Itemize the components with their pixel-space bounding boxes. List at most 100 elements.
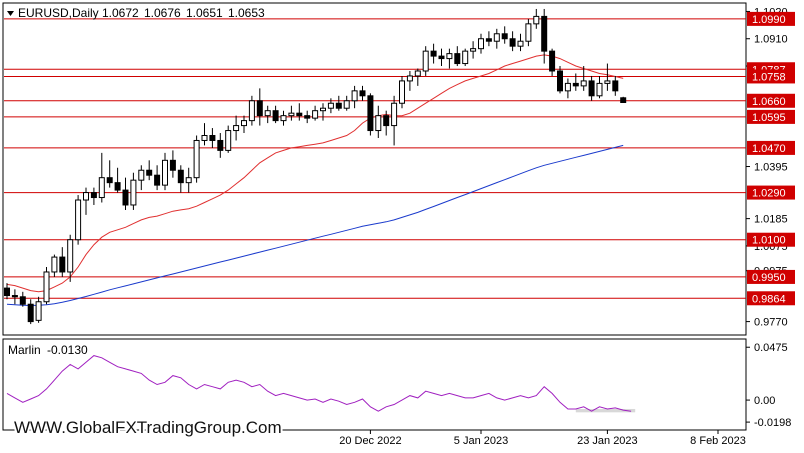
candle[interactable] bbox=[612, 75, 619, 96]
level-label: 1.0100 bbox=[752, 235, 786, 247]
candle[interactable] bbox=[517, 33, 524, 52]
candle[interactable] bbox=[359, 85, 366, 101]
candle[interactable] bbox=[67, 234, 74, 282]
candle-body-bear bbox=[59, 256, 66, 273]
candle[interactable] bbox=[446, 48, 453, 69]
candle[interactable] bbox=[27, 299, 34, 325]
candle[interactable] bbox=[114, 167, 121, 193]
candle-body-bull bbox=[414, 70, 421, 77]
candle[interactable] bbox=[256, 88, 263, 126]
level-label-box bbox=[747, 291, 795, 306]
candle[interactable] bbox=[272, 105, 279, 124]
candle[interactable] bbox=[620, 96, 627, 104]
candle[interactable] bbox=[596, 75, 603, 99]
candle[interactable] bbox=[75, 195, 82, 245]
candle[interactable] bbox=[225, 125, 232, 153]
candle[interactable] bbox=[154, 165, 161, 191]
candle[interactable] bbox=[43, 267, 50, 305]
candle-body-bull bbox=[185, 177, 192, 184]
candle[interactable] bbox=[422, 46, 429, 76]
candle[interactable] bbox=[209, 128, 216, 148]
candle[interactable] bbox=[470, 41, 477, 59]
candle[interactable] bbox=[177, 165, 184, 193]
candle[interactable] bbox=[367, 93, 374, 136]
watermark-text: WWW.GlobalFXTradingGroup.Com bbox=[14, 418, 282, 437]
date-tick-label: 23 Jan 2023 bbox=[577, 435, 638, 447]
candle[interactable] bbox=[11, 289, 18, 305]
candle[interactable] bbox=[19, 291, 26, 307]
candle[interactable] bbox=[351, 85, 358, 109]
candle[interactable] bbox=[241, 115, 247, 134]
candle[interactable] bbox=[35, 296, 42, 323]
candle[interactable] bbox=[525, 18, 532, 47]
candle[interactable] bbox=[288, 105, 295, 121]
candle[interactable] bbox=[320, 103, 326, 121]
candle[interactable] bbox=[604, 63, 611, 91]
candle[interactable] bbox=[169, 150, 176, 178]
candle[interactable] bbox=[312, 105, 319, 121]
candle[interactable] bbox=[327, 98, 334, 114]
candle[interactable] bbox=[383, 110, 390, 136]
candle[interactable] bbox=[304, 110, 311, 124]
candle[interactable] bbox=[146, 160, 153, 181]
candle[interactable] bbox=[185, 167, 192, 193]
date-axis: 20 Dec 2022 5 Jan 2023 23 Jan 2023 8 Feb 20… bbox=[339, 430, 746, 447]
candle[interactable] bbox=[485, 31, 492, 47]
candle[interactable] bbox=[217, 133, 224, 158]
collapse-triangle-icon[interactable] bbox=[7, 11, 14, 16]
candle[interactable] bbox=[580, 66, 587, 91]
candle[interactable] bbox=[343, 95, 350, 111]
candle[interactable] bbox=[51, 254, 58, 277]
candle[interactable] bbox=[375, 105, 382, 138]
candle[interactable] bbox=[588, 75, 595, 101]
candle[interactable] bbox=[509, 31, 516, 52]
candle[interactable] bbox=[296, 103, 303, 121]
candle[interactable] bbox=[462, 48, 469, 67]
candle[interactable] bbox=[493, 28, 500, 49]
candle[interactable] bbox=[399, 75, 405, 109]
candle[interactable] bbox=[4, 283, 10, 300]
candle[interactable] bbox=[138, 165, 145, 191]
candle[interactable] bbox=[248, 95, 255, 126]
candle[interactable] bbox=[454, 46, 461, 67]
candle[interactable] bbox=[233, 115, 240, 141]
candle[interactable] bbox=[106, 160, 113, 188]
candle-body-bear bbox=[454, 53, 461, 65]
level-label-box bbox=[747, 232, 795, 247]
candle[interactable] bbox=[90, 187, 97, 205]
price-tick-label: 1.0185 bbox=[754, 214, 788, 226]
candle[interactable] bbox=[478, 33, 484, 54]
candle[interactable] bbox=[430, 43, 437, 64]
candle[interactable] bbox=[572, 73, 579, 91]
candle-body-bear bbox=[296, 112, 303, 117]
candle[interactable] bbox=[533, 8, 540, 29]
candle[interactable] bbox=[557, 66, 563, 94]
candle[interactable] bbox=[549, 48, 556, 76]
candle[interactable] bbox=[335, 95, 342, 111]
candle[interactable] bbox=[541, 8, 548, 64]
level-label: 1.0990 bbox=[752, 14, 786, 26]
candle[interactable] bbox=[201, 123, 208, 146]
candle[interactable] bbox=[564, 78, 571, 99]
candle-body-bear bbox=[209, 135, 216, 141]
candle[interactable] bbox=[98, 152, 105, 203]
candle-body-bear bbox=[509, 38, 516, 47]
candle[interactable] bbox=[280, 110, 287, 126]
candle[interactable] bbox=[59, 247, 66, 277]
candle[interactable] bbox=[406, 70, 413, 91]
candle[interactable] bbox=[130, 172, 137, 210]
candle[interactable] bbox=[193, 135, 200, 183]
candle[interactable] bbox=[391, 95, 398, 146]
date-tick-label: 8 Feb 2023 bbox=[690, 435, 746, 447]
candle[interactable] bbox=[501, 26, 508, 44]
candle[interactable] bbox=[122, 177, 129, 210]
candle[interactable] bbox=[264, 105, 271, 124]
candle[interactable] bbox=[438, 48, 445, 67]
candle-body-bull bbox=[264, 110, 271, 117]
candle[interactable] bbox=[162, 152, 168, 191]
candle[interactable] bbox=[414, 68, 421, 86]
level-label: 0.9864 bbox=[752, 293, 786, 305]
candle-body-bull bbox=[478, 38, 484, 50]
candle-body-bull bbox=[493, 33, 500, 42]
candle[interactable] bbox=[83, 187, 89, 215]
